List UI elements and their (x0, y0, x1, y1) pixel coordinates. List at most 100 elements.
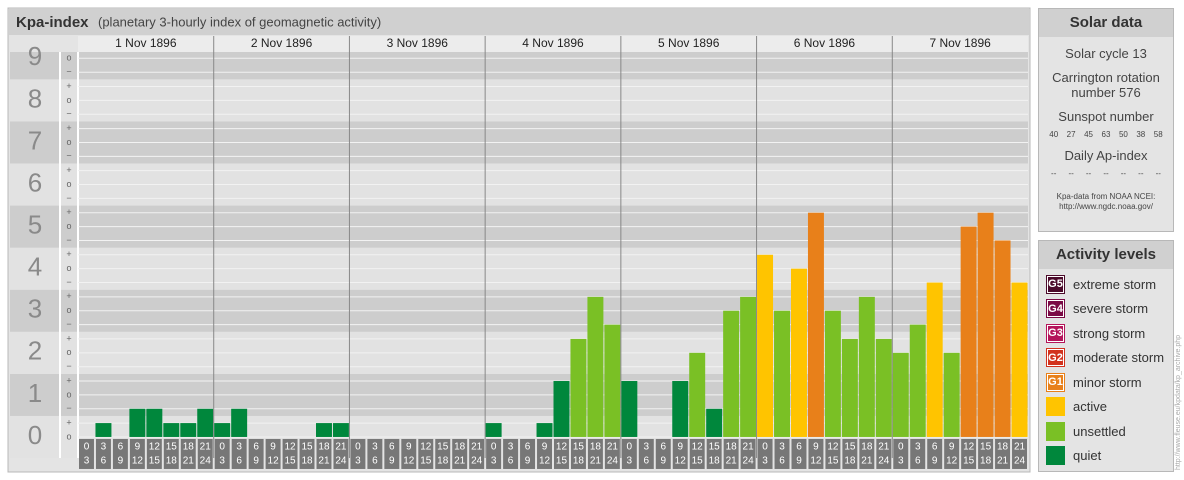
hour-label: 3 (627, 456, 633, 467)
hour-label: 0 (219, 442, 225, 453)
hour-label: 6 (389, 442, 395, 453)
hour-box (129, 438, 145, 469)
hour-box (146, 438, 162, 469)
hour-label: 21 (743, 442, 755, 453)
bar (95, 423, 112, 437)
legend-swatch: G3 (1046, 323, 1065, 343)
legend-label: quiet (1073, 448, 1102, 464)
hour-box (621, 438, 637, 469)
sunspot-label: Sunspot number (1058, 109, 1154, 124)
hour-box (435, 438, 451, 469)
hour-label: 18 (301, 456, 313, 467)
day-label: 2 Nov 1896 (251, 36, 313, 50)
legend-item: G4 severe storm (1039, 297, 1173, 322)
y-tick-label: 5 (28, 209, 42, 239)
bar (553, 381, 570, 437)
activity-title: Activity levels (1039, 241, 1173, 269)
y-minor-label: + (66, 207, 71, 217)
y-minor-label: o (66, 263, 71, 273)
hour-box (604, 438, 620, 469)
hour-label: 18 (726, 442, 738, 453)
hour-box (537, 438, 552, 469)
sunspot-value: 27 (1066, 130, 1076, 139)
hour-label: 0 (762, 442, 768, 453)
hour-label: 12 (556, 442, 568, 453)
hour-box (757, 438, 773, 469)
hour-label: 15 (166, 442, 178, 453)
hour-box (774, 438, 790, 469)
hour-box (367, 438, 383, 469)
hour-box (333, 438, 349, 469)
hour-box (180, 438, 196, 469)
hour-label: 9 (796, 456, 802, 467)
hour-label: 3 (236, 442, 242, 453)
activity-list: G5 extreme storm G4 severe storm G3 strong st… (1039, 269, 1173, 468)
hour-label: 21 (183, 456, 195, 467)
hour-label: 6 (253, 442, 259, 453)
hour-box (486, 438, 502, 469)
hour-label: 9 (135, 442, 141, 453)
hour-label: 12 (539, 456, 551, 467)
hour-label: 0 (355, 442, 361, 453)
level-band (10, 52, 1028, 80)
hour-box (842, 438, 858, 469)
y-minor-label: − (66, 109, 71, 119)
hour-box (689, 438, 705, 469)
day-label: 3 Nov 1896 (387, 36, 449, 50)
hour-box (927, 438, 943, 469)
bar (1011, 282, 1028, 437)
day-label: 4 Nov 1896 (522, 36, 584, 50)
hour-label: 15 (692, 456, 704, 467)
y-tick-label: 6 (28, 167, 42, 197)
chart: Kpa-index (planetary 3-hourly index of g… (7, 7, 1031, 473)
hour-label: 21 (318, 456, 330, 467)
y-tick-label: 9 (28, 41, 42, 71)
ap-value: -- (1120, 169, 1127, 178)
hour-label: 24 (200, 456, 212, 467)
hour-label: 9 (813, 442, 819, 453)
bar (316, 423, 332, 437)
bar (791, 268, 807, 437)
carrington: Carrington rotation number 576 (1052, 70, 1160, 100)
y-minor-label: o (66, 305, 71, 315)
bar (740, 296, 757, 437)
hour-label: 9 (253, 456, 259, 467)
hour-label: 21 (454, 456, 466, 467)
bar (214, 423, 231, 437)
sunspot-value: 50 (1118, 130, 1128, 139)
day-label: 1 Nov 1896 (115, 36, 177, 50)
bar (858, 296, 875, 437)
legend-item: quiet (1039, 444, 1173, 469)
legend-item: G2 moderate storm (1039, 346, 1173, 371)
y-minor-label: o (66, 347, 71, 357)
sunspot-value: 58 (1153, 130, 1163, 139)
hour-box (197, 438, 213, 469)
hour-label: 6 (508, 456, 514, 467)
hour-box (808, 438, 824, 469)
hour-box (723, 438, 739, 469)
hour-label: 15 (844, 442, 856, 453)
y-minor-label: o (66, 95, 71, 105)
date-bar (78, 36, 1028, 52)
y-minor-label: − (66, 67, 71, 77)
y-tick-label: 7 (28, 125, 42, 155)
hour-label: 9 (270, 442, 276, 453)
bar (536, 423, 553, 437)
bar (129, 408, 146, 437)
chart-subtitle: (planetary 3-hourly index of geomagnetic… (98, 14, 381, 29)
hour-label: 15 (556, 456, 568, 467)
legend-item: unsettled (1039, 419, 1173, 444)
y-minor-label: + (66, 165, 71, 175)
hour-box (95, 438, 111, 469)
hour-label: 21 (1014, 442, 1026, 453)
y-minor-label: − (66, 319, 71, 329)
side-text: http://www.fleuse.eu/kpdata/kp_archive.p… (1175, 334, 1182, 470)
legend-swatch (1046, 421, 1065, 441)
hour-label: 15 (284, 456, 296, 467)
legend-swatch: G1 (1046, 372, 1065, 392)
y-tick-label: 8 (28, 83, 42, 113)
bar (332, 423, 349, 437)
hour-label: 9 (406, 442, 412, 453)
y-minor-label: o (66, 137, 71, 147)
